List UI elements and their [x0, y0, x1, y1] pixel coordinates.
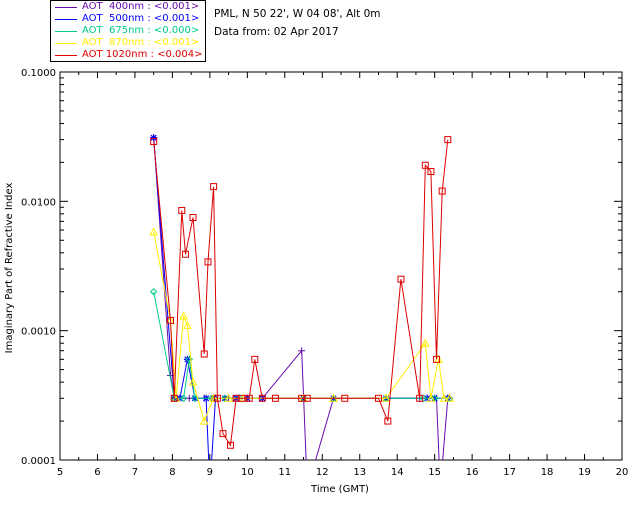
data-point — [439, 393, 449, 402]
y-tick-label: 0.1000 — [21, 68, 56, 79]
data-point — [397, 275, 405, 283]
data-point — [381, 393, 391, 402]
data-point — [179, 311, 188, 320]
data-point — [384, 417, 392, 425]
x-tick-label: 9 — [207, 467, 213, 478]
x-tick-label: 15 — [428, 467, 441, 478]
legend-item: AOT 500nm : <0.001> — [55, 13, 199, 25]
data-point — [238, 394, 246, 402]
data-point — [200, 350, 208, 358]
data-point — [374, 394, 382, 402]
x-tick-label: 11 — [278, 467, 291, 478]
legend-label: AOT 675nm : <0.000> — [82, 25, 200, 36]
data-point — [251, 355, 259, 363]
data-point — [421, 161, 429, 169]
x-tick-label: 16 — [466, 467, 479, 478]
location-text: PML, N 50 22', W 04 08', Alt 0m — [214, 8, 381, 20]
data-point — [445, 393, 454, 402]
data-point — [258, 394, 266, 402]
y-tick-label: 0.0100 — [21, 197, 56, 208]
y-tick-label: 0.0010 — [21, 327, 56, 338]
legend-line-swatch — [55, 42, 77, 44]
legend-line-swatch — [55, 6, 77, 8]
series-line — [153, 137, 449, 460]
x-tick-label: 12 — [316, 467, 329, 478]
data-point — [149, 288, 158, 296]
data-point — [420, 338, 430, 347]
data-point — [245, 394, 253, 402]
data-point — [182, 250, 190, 258]
data-point — [183, 320, 192, 329]
data-point — [419, 394, 428, 402]
data-point — [167, 316, 175, 324]
legend-line-swatch — [55, 18, 77, 20]
data-point — [271, 394, 279, 402]
data-point — [444, 136, 452, 144]
x-tick-label: 19 — [578, 467, 591, 478]
x-tick-label: 5 — [57, 467, 63, 478]
x-tick-label: 7 — [132, 467, 138, 478]
data-point — [185, 355, 193, 364]
data-point — [213, 394, 221, 402]
legend-line-swatch — [55, 30, 77, 32]
legend-label: AOT 870nm : <0.001> — [82, 37, 200, 48]
legend-item: AOT 1020nm : <0.004> — [55, 49, 202, 61]
data-point — [149, 227, 159, 236]
data-point — [226, 441, 234, 449]
series-line — [153, 137, 448, 460]
data-point — [341, 394, 349, 402]
data-point — [427, 168, 435, 176]
y-tick-label: 0.0001 — [21, 456, 56, 467]
data-point — [433, 355, 441, 363]
data-point — [303, 394, 311, 402]
data-point — [188, 377, 198, 386]
series-line — [153, 231, 450, 423]
data-point — [219, 430, 227, 438]
x-tick-label: 18 — [541, 467, 554, 478]
data-point — [150, 134, 158, 142]
data-point — [426, 393, 436, 402]
x-tick-label: 8 — [169, 467, 175, 478]
series-group — [149, 134, 454, 460]
data-point — [179, 394, 188, 402]
data-point — [150, 138, 158, 146]
data-point — [189, 213, 197, 221]
data-point — [170, 394, 178, 402]
data-point — [183, 355, 191, 363]
legend-line-swatch — [55, 54, 77, 56]
legend-label: AOT 1020nm : <0.004> — [82, 49, 203, 60]
x-tick-label: 17 — [503, 467, 516, 478]
series-line — [153, 139, 449, 447]
data-point — [416, 394, 424, 402]
data-point — [209, 393, 218, 402]
legend-item: AOT 675nm : <0.000> — [55, 25, 199, 37]
data-point — [210, 183, 218, 191]
plot-frame — [59, 71, 623, 461]
legend: AOT 400nm : <0.001> AOT 500nm : <0.001> AO… — [50, 0, 206, 62]
data-point — [204, 258, 212, 266]
x-tick-label: 10 — [241, 467, 254, 478]
data-point — [199, 416, 209, 425]
x-tick-label: 13 — [353, 467, 366, 478]
x-tick-label: 20 — [616, 467, 629, 478]
y-axis-label: Imaginary Part of Refractive Index — [4, 183, 15, 354]
legend-label: AOT 500nm : <0.001> — [82, 13, 200, 24]
data-point — [438, 187, 446, 195]
legend-item: AOT 870nm : <0.001> — [55, 37, 199, 49]
legend-item: AOT 400nm : <0.001> — [55, 1, 199, 13]
legend-label: AOT 400nm : <0.001> — [82, 1, 200, 12]
x-axis-label: Time (GMT) — [310, 484, 369, 495]
x-tick-label: 6 — [94, 467, 100, 478]
data-point — [224, 393, 233, 402]
x-tick-label: 14 — [391, 467, 404, 478]
data-point — [298, 347, 306, 355]
data-point — [178, 206, 186, 214]
date-text: Data from: 02 Apr 2017 — [214, 26, 339, 38]
